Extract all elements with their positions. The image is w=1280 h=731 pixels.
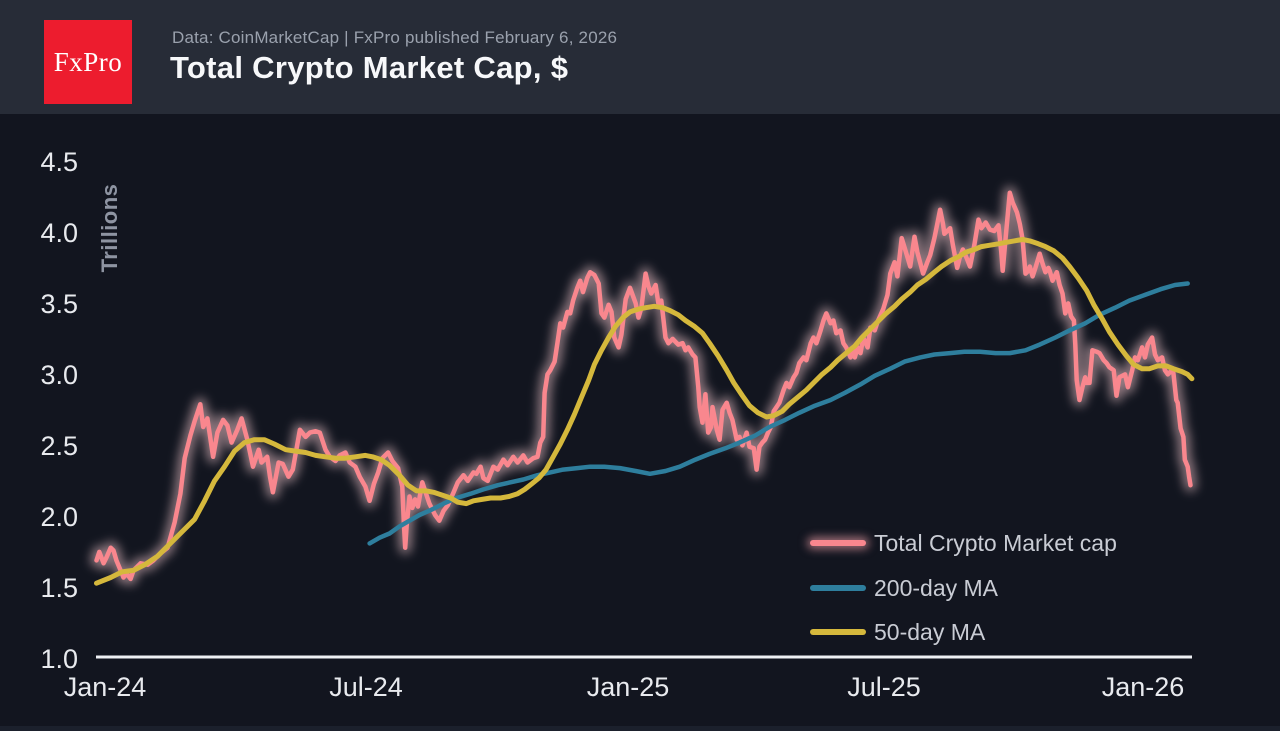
x-tick-label: Jul-25	[847, 672, 921, 702]
chart-series-group	[88, 184, 1199, 587]
y-tick-label: 3.5	[40, 289, 78, 319]
legend-item-200-day-ma: 200-day MA	[810, 573, 998, 603]
legend-item-market-cap: Total Crypto Market cap	[810, 528, 1117, 558]
ma50-line-swatch	[810, 629, 866, 635]
y-axis-title: Trillions	[97, 183, 122, 273]
legend-label: 200-day MA	[874, 574, 999, 601]
header-bar: FxPro Data: CoinMarketCap | FxPro publis…	[0, 0, 1280, 114]
fxpro-logo-text: FxPro	[53, 46, 123, 77]
y-tick-label: 4.0	[40, 218, 78, 248]
x-tick-label: Jan-25	[586, 672, 670, 702]
y-tick-label: 1.0	[40, 644, 78, 674]
x-tick-label: Jul-24	[329, 672, 403, 702]
fxpro-logo: FxPro	[44, 20, 132, 104]
y-tick-label: 1.5	[40, 573, 78, 603]
market-cap-line-swatch	[810, 540, 866, 546]
legend-label: Total Crypto Market cap	[874, 529, 1117, 556]
y-tick-label: 2.0	[40, 502, 78, 532]
y-tick-label: 2.5	[40, 431, 78, 461]
footer-strip	[0, 726, 1280, 731]
page-title: Total Crypto Market Cap, $	[170, 50, 569, 85]
y-tick-label: 4.5	[40, 147, 78, 177]
data-source-caption: Data: CoinMarketCap | FxPro published Fe…	[172, 28, 618, 47]
x-tick-label: Jan-26	[1101, 672, 1185, 702]
legend-item-50-day-ma: 50-day MA	[810, 617, 985, 647]
ma200-line-swatch	[810, 585, 866, 591]
y-tick-label: 3.0	[40, 360, 78, 390]
x-tick-label: Jan-24	[63, 672, 147, 702]
legend-label: 50-day MA	[874, 618, 986, 645]
